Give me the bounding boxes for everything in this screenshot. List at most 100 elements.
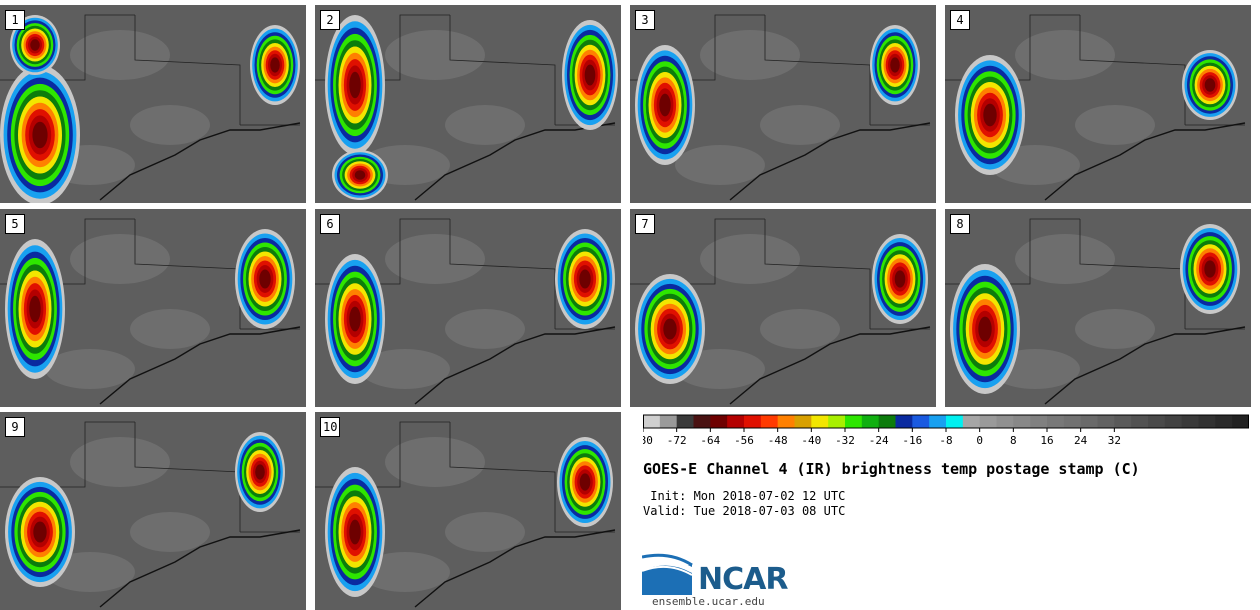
cloud-contour — [270, 57, 280, 73]
legend-swatch — [1097, 415, 1115, 428]
map-panel-10: 10 — [315, 412, 621, 610]
cloud-contour — [983, 103, 997, 127]
haze-patch — [445, 105, 525, 145]
haze-patch — [700, 30, 800, 80]
cloud-contour — [584, 64, 596, 86]
cloud-contour — [579, 269, 591, 289]
legend-swatch — [643, 415, 661, 428]
haze-patch — [1075, 309, 1155, 349]
legend-swatch — [1232, 415, 1249, 428]
satellite-map — [945, 5, 1251, 203]
legend-swatch — [1181, 415, 1199, 428]
legend-swatch — [895, 415, 913, 428]
state-border — [449, 422, 556, 532]
legend-swatch — [777, 415, 795, 428]
cloud-contour — [890, 57, 900, 73]
haze-patch — [70, 437, 170, 487]
legend-swatch — [794, 415, 812, 428]
legend-swatch — [1013, 415, 1031, 428]
coastline — [99, 122, 301, 201]
satellite-map — [0, 5, 306, 203]
state-border — [449, 219, 556, 329]
legend-tick-label: 8 — [1010, 434, 1017, 447]
cloud-contour — [259, 269, 271, 289]
ensemble-url: ensemble.ucar.edu — [652, 595, 765, 608]
map-panel-6: 6 — [315, 209, 621, 407]
cloud-contour — [1204, 78, 1216, 92]
panel-label: 6 — [320, 214, 340, 234]
coastline — [414, 529, 616, 608]
state-border — [449, 15, 556, 125]
satellite-map — [315, 412, 621, 610]
haze-patch — [130, 309, 210, 349]
haze-patch — [45, 349, 135, 389]
state-border — [134, 422, 241, 532]
legend-tick-label: 32 — [1108, 434, 1121, 447]
legend-tick-label: -48 — [768, 434, 788, 447]
cloud-contour — [255, 464, 265, 480]
map-panel-4: 4 — [945, 5, 1251, 203]
legend-swatch — [996, 415, 1014, 428]
haze-patch — [130, 512, 210, 552]
coastline — [99, 326, 301, 405]
legend-swatch — [861, 415, 880, 428]
legend-swatch — [1063, 415, 1082, 428]
map-panel-2: 2 — [315, 5, 621, 203]
panel-label: 1 — [5, 10, 25, 30]
map-panel-5: 5 — [0, 209, 306, 407]
legend-swatch — [1215, 415, 1233, 428]
legend-swatch — [962, 415, 981, 428]
haze-patch — [760, 309, 840, 349]
legend-swatch — [693, 415, 711, 428]
legend-swatch — [946, 415, 964, 428]
state-border — [764, 219, 871, 329]
legend-swatch — [1080, 415, 1098, 428]
coastline — [99, 529, 301, 608]
haze-patch — [1075, 105, 1155, 145]
panel-label: 5 — [5, 214, 25, 234]
haze-patch — [675, 145, 765, 185]
cloud-contour — [29, 295, 41, 323]
cloud-contour — [579, 473, 591, 491]
haze-patch — [1015, 234, 1115, 284]
haze-patch — [445, 309, 525, 349]
state-border — [764, 15, 871, 125]
cloud-contour — [1204, 260, 1216, 278]
legend-tick-label: -32 — [835, 434, 855, 447]
cloud-contour — [349, 306, 361, 332]
legend-swatch — [1131, 415, 1149, 428]
legend-swatch — [811, 415, 829, 428]
haze-patch — [360, 349, 450, 389]
init-time: Init: Mon 2018-07-02 12 UTC — [643, 489, 846, 503]
legend-swatch — [1148, 415, 1166, 428]
haze-patch — [445, 512, 525, 552]
panel-label: 4 — [950, 10, 970, 30]
panel-label: 3 — [635, 10, 655, 30]
haze-patch — [760, 105, 840, 145]
map-panel-3: 3 — [630, 5, 936, 203]
legend-swatch — [1030, 415, 1048, 428]
legend-swatch — [845, 415, 863, 428]
cloud-contour — [659, 93, 671, 117]
cloud-contour — [32, 121, 48, 149]
map-panel-9: 9 — [0, 412, 306, 610]
coastline — [414, 326, 616, 405]
haze-patch — [70, 234, 170, 284]
cloud-contour — [30, 39, 40, 51]
legend-swatch — [1164, 415, 1183, 428]
legend-swatch — [1114, 415, 1132, 428]
panel-label: 10 — [320, 417, 341, 437]
cloud-contour — [33, 521, 47, 543]
cloud-contour — [354, 170, 366, 180]
cloud-contour — [663, 318, 677, 340]
legend-swatch — [828, 415, 846, 428]
haze-patch — [385, 30, 485, 80]
legend-tick-label: -72 — [667, 434, 687, 447]
legend-tick-label: -80 — [643, 434, 653, 447]
legend-swatch — [878, 415, 896, 428]
panel-label: 9 — [5, 417, 25, 437]
satellite-map — [0, 412, 306, 610]
legend-tick-label: 0 — [976, 434, 983, 447]
satellite-map — [945, 209, 1251, 407]
legend-swatch — [659, 415, 678, 428]
